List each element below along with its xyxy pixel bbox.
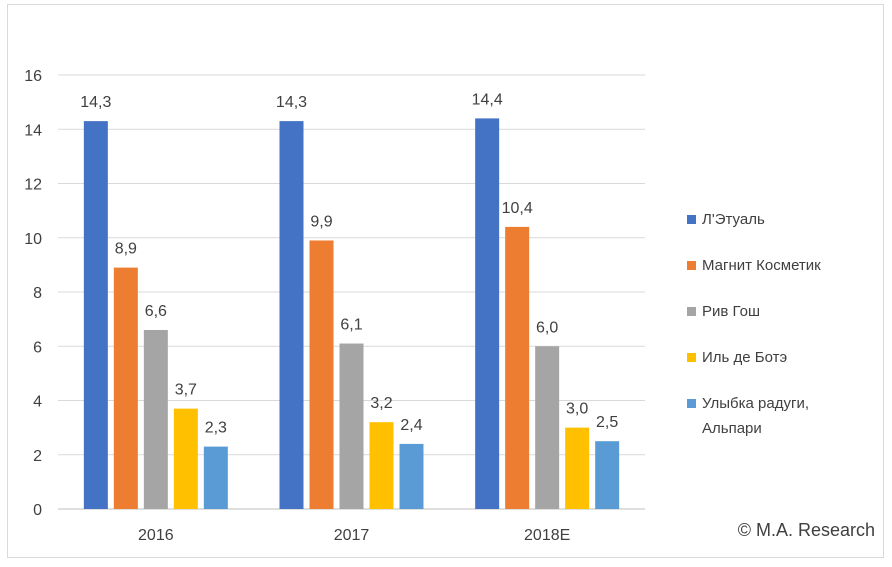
bar (595, 441, 620, 509)
y-tick-label: 2 (33, 448, 42, 465)
bar (143, 329, 168, 509)
legend-label: Л'Этуаль (702, 211, 765, 228)
copyright-note: © M.A. Research (738, 520, 875, 540)
bar (203, 446, 228, 509)
data-label: 6,1 (340, 317, 362, 334)
data-label: 6,6 (145, 303, 167, 320)
legend-swatch (687, 307, 696, 316)
legend-swatch (687, 399, 696, 408)
bar (279, 121, 304, 510)
data-label: 3,7 (175, 382, 197, 399)
data-label: 14,3 (80, 94, 111, 111)
y-tick-label: 8 (33, 285, 42, 302)
y-axis-ticks: 0 2 4 6 8 10 12 14 16 (24, 68, 42, 519)
legend-swatch (687, 261, 696, 270)
bar (505, 226, 530, 509)
data-label: 3,2 (370, 395, 392, 412)
data-label: 14,3 (276, 94, 307, 111)
y-tick-label: 12 (24, 177, 42, 194)
bar (113, 267, 138, 509)
x-tick-label: 2016 (138, 527, 174, 544)
bar (565, 427, 590, 509)
y-tick-label: 4 (33, 394, 42, 411)
data-label: 9,9 (310, 213, 332, 230)
x-tick-label: 2017 (334, 527, 370, 544)
legend-label: Альпари (702, 420, 762, 437)
data-labels: 14,3 8,9 6,6 3,7 2,3 14,3 9,9 6,1 3,2 2,4 14,4 10,4… (80, 91, 618, 436)
bar (309, 240, 334, 509)
x-tick-label: 2018E (524, 527, 570, 544)
data-label: 2,5 (596, 414, 618, 431)
y-tick-label: 14 (24, 122, 42, 139)
legend-swatch (687, 215, 696, 224)
legend-label: Иль де Ботэ (702, 349, 788, 366)
bar (83, 121, 108, 510)
data-label: 8,9 (115, 241, 137, 258)
bar (535, 346, 560, 509)
y-tick-label: 6 (33, 339, 42, 356)
legend-label: Магнит Косметик (702, 257, 821, 274)
y-tick-label: 0 (33, 502, 42, 519)
bar (369, 422, 394, 509)
legend-label: Рив Гош (702, 303, 760, 320)
data-label: 14,4 (472, 91, 503, 108)
bar (173, 408, 198, 509)
y-tick-label: 10 (24, 231, 42, 248)
x-axis-ticks: 2016 2017 2018E (138, 527, 570, 544)
data-label: 10,4 (502, 200, 533, 217)
chart-frame (7, 4, 884, 558)
data-label: 2,4 (400, 417, 422, 434)
bar (475, 118, 500, 510)
bars (83, 118, 620, 510)
data-label: 2,3 (205, 420, 227, 437)
legend-swatch (687, 353, 696, 362)
legend-label: Улыбка радуги, (702, 395, 809, 412)
data-label: 3,0 (566, 401, 588, 418)
legend: Л'Этуаль Магнит Косметик Рив Гош Иль де Бот… (687, 211, 821, 437)
data-label: 6,0 (536, 319, 558, 336)
y-tick-label: 16 (24, 68, 42, 85)
bar (339, 343, 364, 509)
bar (399, 443, 424, 509)
